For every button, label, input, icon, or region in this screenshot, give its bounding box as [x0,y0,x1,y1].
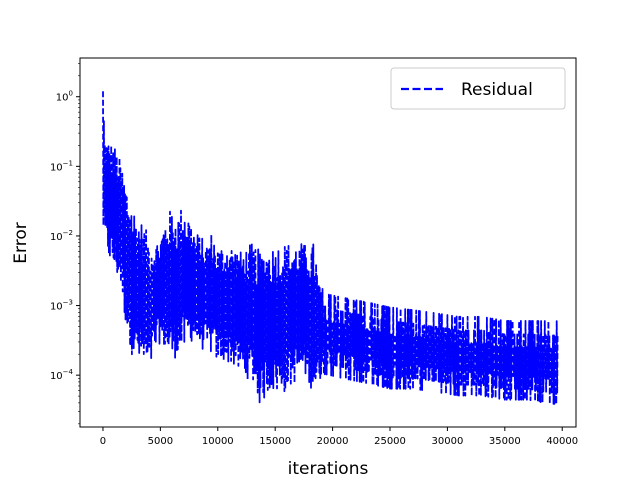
x-tick-label: 10000 [202,436,234,447]
x-axis-title: iterations [288,459,369,479]
y-tick-label-base: 10 [50,302,63,313]
y-tick-label-exponent: −3 [63,299,73,307]
y-tick-label-base: 10 [56,93,69,104]
y-tick-label-base: 10 [50,162,63,173]
legend: Residual [390,67,566,110]
y-tick-label-exponent: −1 [63,159,73,167]
series-line-residual [102,91,559,405]
y-tick-label: 10−2 [50,229,73,243]
x-tick-label: 40000 [546,436,578,447]
x-axis: 0 5000 10000 15000 20000 25000 30000 35000 40000 [100,427,578,447]
series-layer [102,91,559,405]
x-tick-label: 30000 [432,436,464,447]
y-tick-label-exponent: −4 [63,368,74,376]
y-tick-label: 10−3 [50,299,73,313]
x-tick-label: 0 [100,436,106,447]
legend-label-residual: Residual [461,80,533,100]
x-tick-label: 5000 [148,436,173,447]
legend-box [390,67,566,110]
y-tick-label-base: 10 [50,232,63,243]
x-tick-label: 20000 [317,436,349,447]
y-tick-label: 10−1 [50,159,73,173]
x-tick-label: 35000 [489,436,521,447]
y-axis-title: Error [11,222,31,263]
x-tick-label: 25000 [374,436,406,447]
y-tick-label-base: 10 [50,371,63,382]
y-tick-label: 100 [56,90,73,104]
x-tick-label: 15000 [259,436,291,447]
y-tick-label: 10−4 [50,368,74,382]
y-tick-label-exponent: 0 [69,90,73,98]
y-tick-label-exponent: −2 [63,229,73,237]
